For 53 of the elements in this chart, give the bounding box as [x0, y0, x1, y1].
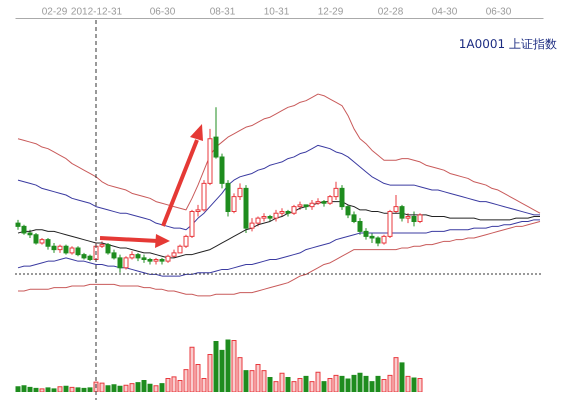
x-tick-label: 08-31	[210, 6, 236, 18]
x-tick-label: 10-31	[264, 6, 290, 18]
bar	[124, 384, 128, 392]
bar	[100, 382, 104, 392]
bar	[196, 364, 200, 392]
bar	[334, 374, 338, 392]
bar	[184, 369, 188, 392]
bar	[160, 383, 164, 392]
x-tick-label: 12-29	[318, 6, 344, 18]
bar	[316, 372, 320, 392]
bar	[292, 381, 296, 392]
bar	[238, 357, 242, 392]
bar	[388, 374, 392, 392]
x-tick-label: 06-30	[486, 6, 512, 18]
bar	[298, 378, 302, 392]
bar	[400, 362, 404, 392]
bar	[166, 378, 170, 392]
bar	[40, 388, 44, 392]
bar	[178, 380, 182, 392]
bar	[232, 340, 236, 392]
bar	[244, 370, 248, 392]
bar	[202, 378, 206, 392]
bar	[58, 386, 62, 392]
bar	[154, 385, 158, 392]
x-tick-label: 06-30	[150, 6, 176, 18]
bar	[394, 357, 398, 392]
bar	[322, 381, 326, 392]
bar	[262, 370, 266, 392]
bar	[286, 376, 290, 392]
bar	[256, 364, 260, 392]
bar	[64, 386, 68, 392]
bar	[208, 354, 212, 392]
x-tick-label: 02-29	[42, 6, 68, 18]
bar	[190, 346, 194, 392]
bar	[412, 377, 416, 392]
x-tick-label: 02-28	[378, 6, 404, 18]
bar	[310, 381, 314, 392]
bar	[70, 386, 74, 392]
bar	[304, 376, 308, 392]
bar	[250, 370, 254, 392]
bar	[268, 376, 272, 392]
bar	[382, 379, 386, 392]
bar	[274, 381, 278, 392]
bar	[94, 382, 98, 392]
x-tick-label: 2012-12-31	[70, 6, 123, 18]
bar	[406, 376, 410, 392]
bar	[418, 378, 422, 392]
text: 1A0001 上证指数	[458, 36, 557, 53]
bar	[328, 378, 332, 392]
x-tick-label: 04-30	[432, 6, 458, 18]
bar	[130, 383, 134, 392]
bar	[172, 376, 176, 392]
bar	[280, 372, 284, 392]
